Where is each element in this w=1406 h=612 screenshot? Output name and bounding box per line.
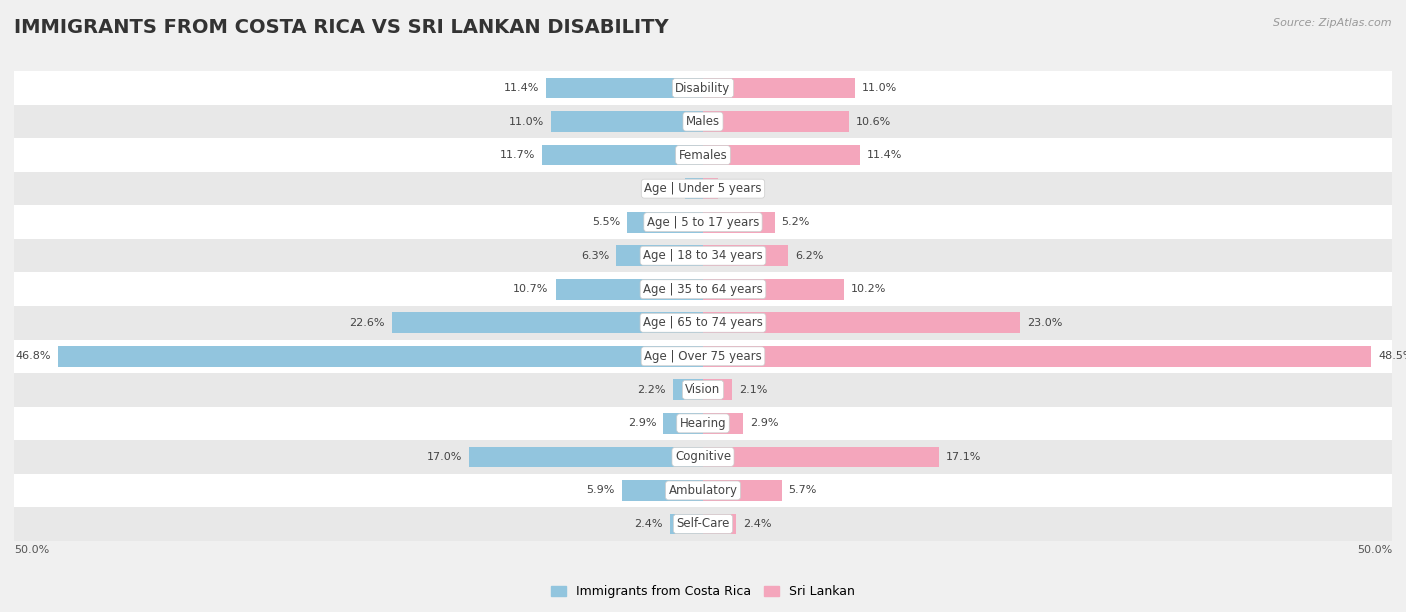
Text: Ambulatory: Ambulatory xyxy=(668,484,738,497)
Bar xyxy=(703,312,1019,333)
Bar xyxy=(664,413,703,434)
Text: 22.6%: 22.6% xyxy=(349,318,385,328)
Text: Age | 35 to 64 years: Age | 35 to 64 years xyxy=(643,283,763,296)
Bar xyxy=(703,346,1371,367)
Text: 5.9%: 5.9% xyxy=(586,485,614,496)
Bar xyxy=(14,172,1392,206)
Text: 10.2%: 10.2% xyxy=(851,284,886,294)
Text: 11.4%: 11.4% xyxy=(868,150,903,160)
Bar xyxy=(703,279,844,300)
Text: 6.2%: 6.2% xyxy=(796,251,824,261)
Text: 11.7%: 11.7% xyxy=(499,150,534,160)
Text: 23.0%: 23.0% xyxy=(1026,318,1062,328)
Bar xyxy=(703,212,775,233)
Text: 46.8%: 46.8% xyxy=(15,351,51,361)
Text: 11.4%: 11.4% xyxy=(503,83,538,93)
Text: 5.5%: 5.5% xyxy=(592,217,620,227)
Text: 50.0%: 50.0% xyxy=(14,545,49,555)
Text: Self-Care: Self-Care xyxy=(676,518,730,531)
Text: 2.1%: 2.1% xyxy=(738,385,768,395)
Text: 5.7%: 5.7% xyxy=(789,485,817,496)
Bar xyxy=(703,111,849,132)
Text: Females: Females xyxy=(679,149,727,162)
Text: 1.1%: 1.1% xyxy=(725,184,754,193)
Bar xyxy=(703,413,742,434)
Text: 17.1%: 17.1% xyxy=(945,452,981,462)
Text: 5.2%: 5.2% xyxy=(782,217,810,227)
Text: Hearing: Hearing xyxy=(679,417,727,430)
Bar xyxy=(14,71,1392,105)
Bar xyxy=(703,513,737,534)
Text: Age | Over 75 years: Age | Over 75 years xyxy=(644,350,762,363)
Text: 48.5%: 48.5% xyxy=(1378,351,1406,361)
Bar xyxy=(703,178,718,199)
Text: IMMIGRANTS FROM COSTA RICA VS SRI LANKAN DISABILITY: IMMIGRANTS FROM COSTA RICA VS SRI LANKAN… xyxy=(14,18,669,37)
Bar xyxy=(14,507,1392,541)
Bar xyxy=(14,340,1392,373)
Legend: Immigrants from Costa Rica, Sri Lankan: Immigrants from Costa Rica, Sri Lankan xyxy=(547,580,859,603)
Bar xyxy=(14,474,1392,507)
Text: Age | 18 to 34 years: Age | 18 to 34 years xyxy=(643,249,763,262)
Bar xyxy=(551,111,703,132)
Bar xyxy=(58,346,703,367)
Bar xyxy=(627,212,703,233)
Text: 17.0%: 17.0% xyxy=(426,452,461,462)
Bar xyxy=(621,480,703,501)
Bar xyxy=(703,78,855,99)
Text: 50.0%: 50.0% xyxy=(1357,545,1392,555)
Text: 2.4%: 2.4% xyxy=(742,519,772,529)
Bar xyxy=(14,105,1392,138)
Bar xyxy=(703,245,789,266)
Text: Vision: Vision xyxy=(685,383,721,397)
Bar xyxy=(669,513,703,534)
Bar xyxy=(616,245,703,266)
Bar xyxy=(541,144,703,165)
Bar xyxy=(14,440,1392,474)
Bar xyxy=(392,312,703,333)
Bar xyxy=(546,78,703,99)
Bar xyxy=(672,379,703,400)
Text: 6.3%: 6.3% xyxy=(581,251,609,261)
Bar xyxy=(14,272,1392,306)
Bar xyxy=(703,447,939,468)
Bar xyxy=(14,206,1392,239)
Bar xyxy=(14,306,1392,340)
Bar xyxy=(703,379,733,400)
Text: Age | 5 to 17 years: Age | 5 to 17 years xyxy=(647,215,759,229)
Text: Disability: Disability xyxy=(675,81,731,94)
Text: 11.0%: 11.0% xyxy=(509,116,544,127)
Bar xyxy=(555,279,703,300)
Text: Age | Under 5 years: Age | Under 5 years xyxy=(644,182,762,195)
Text: 2.9%: 2.9% xyxy=(749,419,779,428)
Text: 10.6%: 10.6% xyxy=(856,116,891,127)
Bar xyxy=(703,480,782,501)
Text: Age | 65 to 74 years: Age | 65 to 74 years xyxy=(643,316,763,329)
Text: 11.0%: 11.0% xyxy=(862,83,897,93)
Bar xyxy=(14,138,1392,172)
Text: 2.9%: 2.9% xyxy=(627,419,657,428)
Text: 2.2%: 2.2% xyxy=(637,385,666,395)
Bar xyxy=(703,144,860,165)
Bar xyxy=(14,373,1392,406)
Text: 2.4%: 2.4% xyxy=(634,519,664,529)
Bar xyxy=(14,406,1392,440)
Text: Males: Males xyxy=(686,115,720,128)
Text: Source: ZipAtlas.com: Source: ZipAtlas.com xyxy=(1274,18,1392,28)
Bar xyxy=(468,447,703,468)
Text: 10.7%: 10.7% xyxy=(513,284,548,294)
Text: Cognitive: Cognitive xyxy=(675,450,731,463)
Bar xyxy=(14,239,1392,272)
Text: 1.3%: 1.3% xyxy=(650,184,678,193)
Bar xyxy=(685,178,703,199)
